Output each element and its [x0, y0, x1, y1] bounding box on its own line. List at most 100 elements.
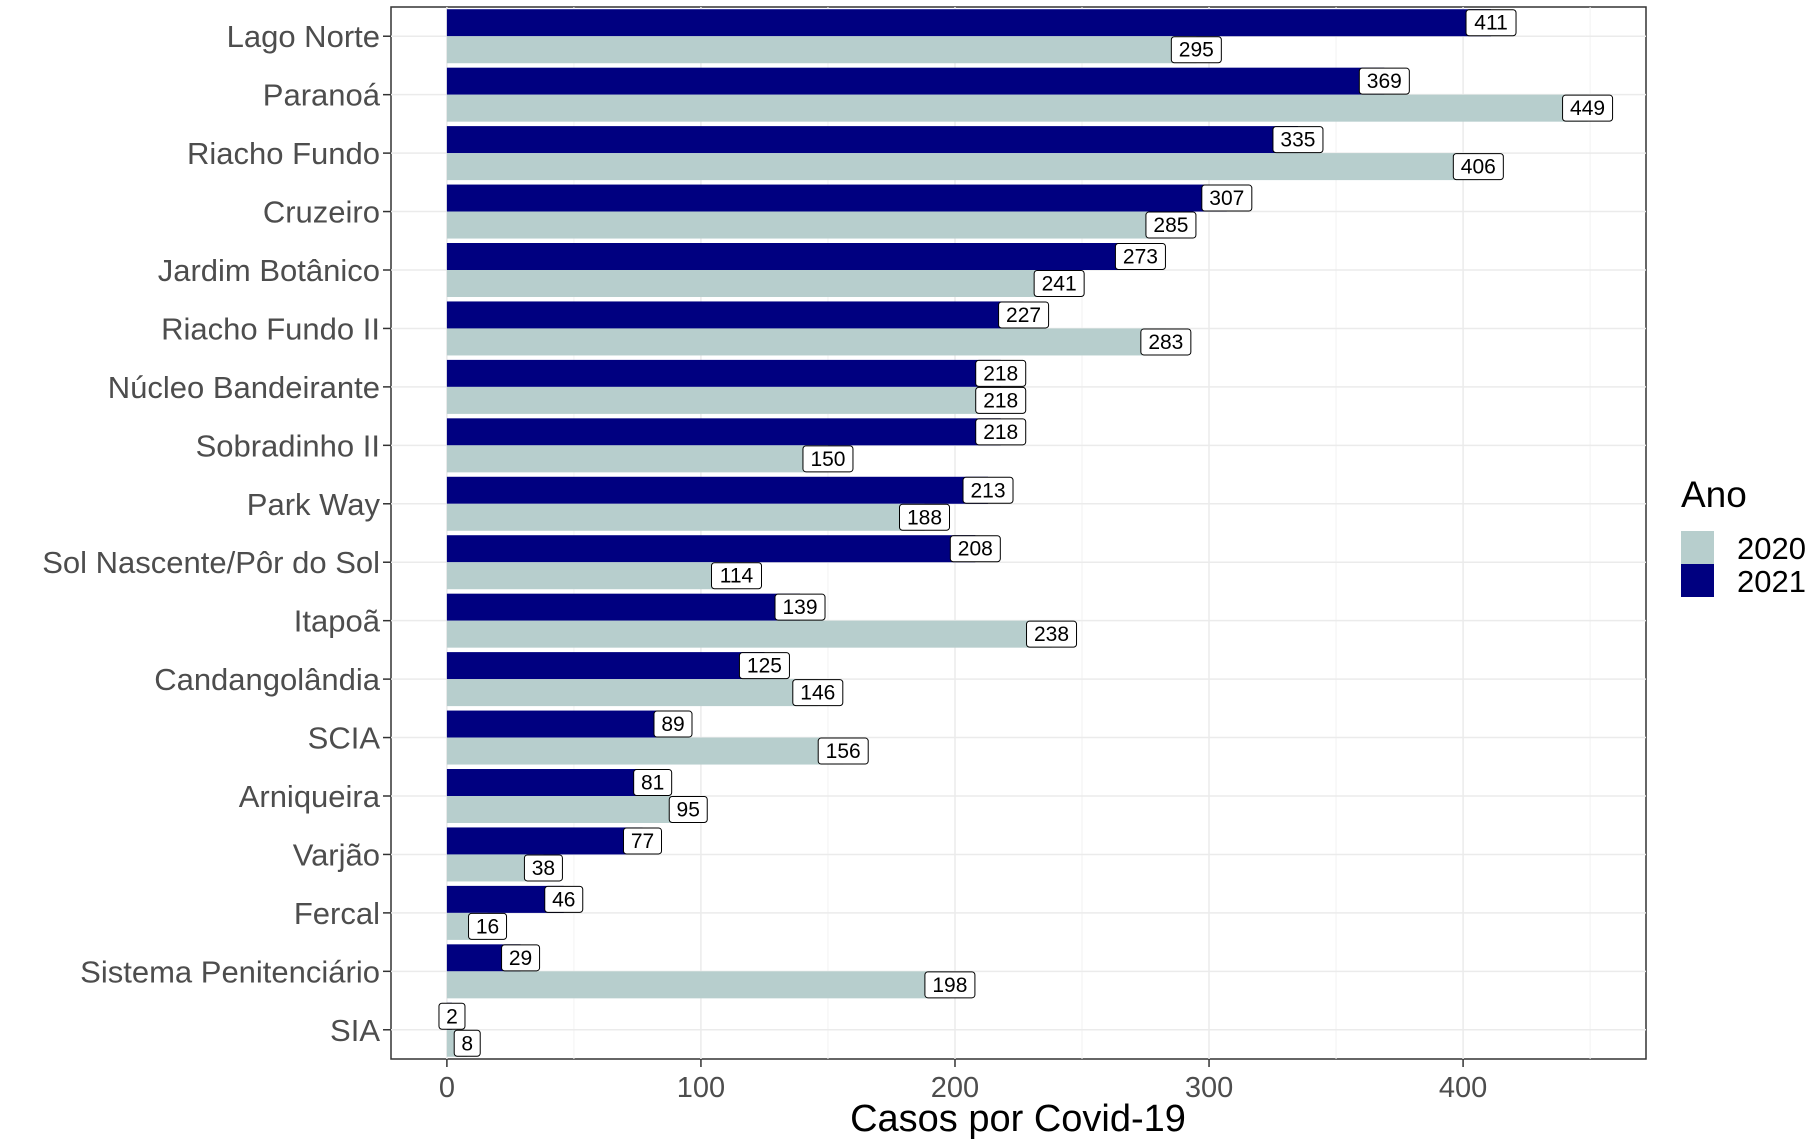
data-label-box: [975, 359, 1027, 387]
category-label: Núcleo Bandeirante: [108, 370, 380, 405]
data-label: 213: [970, 479, 1005, 502]
category-label: Sistema Penitenciário: [80, 954, 380, 989]
data-label-box: [1033, 270, 1085, 297]
bar-2020: [446, 796, 689, 823]
category-label: Sobradinho II: [196, 428, 380, 463]
bar-2020: [446, 620, 1052, 648]
data-label: 218: [983, 389, 1018, 412]
x-tick-label: 100: [677, 1072, 725, 1104]
category-label: Sol Nascente/Pôr do Sol: [42, 545, 380, 580]
category-label: SIA: [330, 1013, 380, 1048]
bar-2020: [446, 445, 828, 473]
data-label: 218: [983, 421, 1018, 444]
bar-2020: [446, 270, 1060, 297]
category-label: Arniqueira: [239, 779, 381, 814]
bar-2021: [446, 418, 1001, 446]
category-label: Lago Norte: [227, 19, 380, 54]
bar-2020: [446, 971, 950, 999]
data-label-box: [1026, 620, 1078, 648]
category-label: Itapoã: [294, 604, 381, 639]
x-axis-title: Casos por Covid-19: [850, 1098, 1186, 1140]
category-label: Riacho Fundo II: [161, 311, 380, 346]
data-label-box: [633, 769, 673, 796]
bar-2020: [446, 503, 925, 531]
bar-2020: [446, 328, 1166, 356]
category-label: Candangolândia: [154, 662, 381, 697]
data-labels: 4112953694493354063072852732412272832182…: [438, 9, 1614, 1057]
bar-2021: [446, 769, 653, 796]
data-label: 29: [509, 947, 532, 970]
bar-2021: [446, 243, 1141, 270]
plot-panel: [390, 6, 1647, 1060]
legend: Ano 2020 2021: [1681, 474, 1806, 599]
data-label-box: [802, 445, 854, 473]
data-label-box: [962, 476, 1014, 504]
data-label: 146: [800, 682, 835, 705]
data-label: 218: [983, 362, 1018, 385]
data-label-box: [468, 912, 508, 940]
data-label-box: [975, 418, 1027, 446]
category-label: Varjão: [293, 837, 380, 872]
data-label-box: [453, 1029, 481, 1057]
data-label: 8: [461, 1032, 473, 1055]
data-label: 406: [1461, 156, 1496, 179]
data-label-box: [792, 679, 844, 707]
bar-2021: [446, 652, 765, 680]
category-labels: Lago Norte Paranoá Riacho Fundo Cruzeiro Jar…: [42, 19, 381, 1048]
x-tick-label: 200: [931, 1072, 979, 1104]
bars: [446, 9, 1588, 1057]
x-tick-label: 0: [439, 1072, 455, 1104]
data-label: 449: [1570, 97, 1605, 120]
data-label-box: [1114, 243, 1166, 270]
data-label: 273: [1123, 246, 1158, 269]
data-label: 114: [720, 565, 754, 588]
data-label: 16: [476, 915, 499, 938]
bar-2020: [446, 211, 1171, 239]
data-label: 81: [641, 772, 664, 795]
bar-2021: [446, 9, 1492, 37]
data-label: 77: [631, 830, 654, 853]
data-label-box: [668, 796, 708, 823]
data-label-box: [817, 737, 869, 765]
data-label: 95: [677, 799, 700, 822]
data-label: 227: [1006, 304, 1041, 327]
bar-2021: [446, 476, 989, 504]
data-label: 295: [1179, 39, 1214, 62]
data-label-box: [1358, 67, 1410, 95]
bar-2020: [446, 386, 1001, 414]
legend-swatch-2020: [1681, 531, 1714, 564]
data-label: 89: [661, 713, 684, 736]
data-label-box: [544, 885, 584, 913]
data-label-box: [975, 386, 1027, 414]
legend-swatch-2021: [1681, 564, 1714, 597]
data-label-box: [1465, 9, 1517, 37]
category-label: Park Way: [247, 487, 381, 522]
data-label-box: [998, 301, 1050, 329]
data-label: 241: [1042, 273, 1077, 296]
x-tick-label: 300: [1185, 1072, 1233, 1104]
data-label: 283: [1148, 331, 1183, 354]
category-label: SCIA: [308, 721, 381, 756]
data-label-box: [501, 944, 541, 972]
data-label-box: [1452, 153, 1504, 181]
bar-2020: [446, 737, 844, 765]
data-label: 46: [552, 888, 575, 911]
data-label-box: [523, 854, 563, 882]
data-label: 369: [1367, 70, 1402, 93]
legend-label-2020: 2020: [1737, 531, 1806, 566]
x-tick-label: 400: [1439, 1072, 1487, 1104]
bar-2021: [446, 827, 643, 855]
data-label: 150: [810, 448, 845, 471]
legend-label-2021: 2021: [1737, 564, 1806, 599]
category-label: Riacho Fundo: [187, 136, 380, 171]
data-label-box: [1201, 184, 1253, 212]
data-label-box: [949, 535, 1001, 563]
bar-2020: [446, 562, 737, 590]
bar-2021: [446, 301, 1024, 329]
data-label-box: [1140, 328, 1192, 356]
bar-2020: [446, 94, 1588, 122]
category-label: Paranoá: [263, 78, 381, 113]
bar-2021: [446, 593, 801, 621]
data-label-box: [774, 593, 826, 621]
